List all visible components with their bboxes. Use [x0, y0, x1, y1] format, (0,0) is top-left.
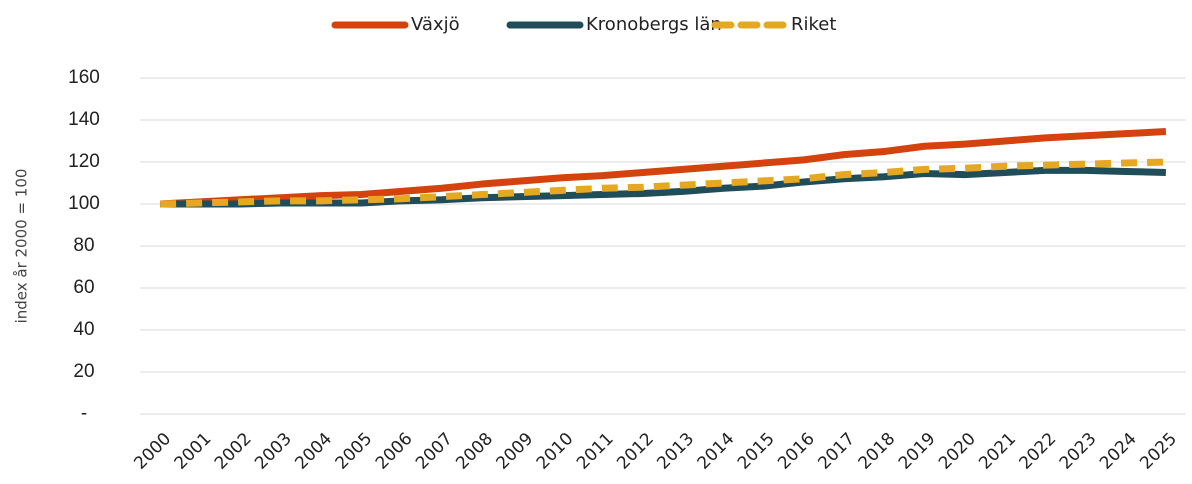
x-tick-label: 2012	[613, 429, 658, 474]
x-tick-label: 2016	[774, 429, 819, 474]
x-tick-label: 2024	[1096, 429, 1141, 474]
x-tick-label: 2005	[332, 429, 377, 474]
y-tick-label: 160	[68, 67, 100, 88]
legend-label: Riket	[791, 14, 836, 35]
y-tick-label: 60	[73, 277, 94, 298]
x-tick-label: 2020	[935, 429, 980, 474]
x-tick-label: 2007	[412, 429, 457, 474]
x-tick-label: 2023	[1056, 429, 1101, 474]
y-tick-label: -	[81, 403, 87, 424]
x-tick-label: 2002	[211, 429, 256, 474]
x-tick-label: 2014	[694, 429, 739, 474]
x-tick-label: 2019	[895, 429, 940, 474]
y-axis-title: index år 2000 = 100	[13, 169, 31, 324]
x-tick-label: 2017	[814, 429, 859, 474]
x-tick-label: 2009	[493, 429, 538, 474]
x-tick-label: 2011	[573, 429, 618, 474]
x-tick-label: 2000	[130, 429, 175, 474]
y-tick-label: 40	[73, 319, 94, 340]
x-tick-label: 2004	[291, 429, 336, 474]
y-tick-label: 140	[68, 109, 100, 130]
legend-label: Kronobergs län	[586, 14, 722, 35]
x-tick-label: 2001	[171, 429, 216, 474]
x-tick-label: 2008	[452, 429, 497, 474]
series-line	[159, 128, 1167, 208]
y-tick-label: 80	[73, 235, 94, 256]
x-tick-label: 2015	[734, 429, 779, 474]
series-line	[160, 158, 1166, 208]
x-tick-label: 2025	[1136, 429, 1181, 474]
x-tick-label: 2022	[1016, 429, 1061, 474]
x-tick-label: 2006	[372, 429, 417, 474]
legend-label: Växjö	[411, 14, 460, 35]
x-tick-label: 2021	[975, 429, 1020, 474]
x-tick-label: 2013	[653, 429, 698, 474]
y-tick-label: 100	[68, 193, 100, 214]
y-tick-label: 20	[73, 361, 94, 382]
y-tick-label: 120	[68, 151, 100, 172]
x-tick-label: 2003	[251, 429, 296, 474]
x-tick-label: 2010	[533, 429, 578, 474]
x-tick-label: 2018	[855, 429, 900, 474]
